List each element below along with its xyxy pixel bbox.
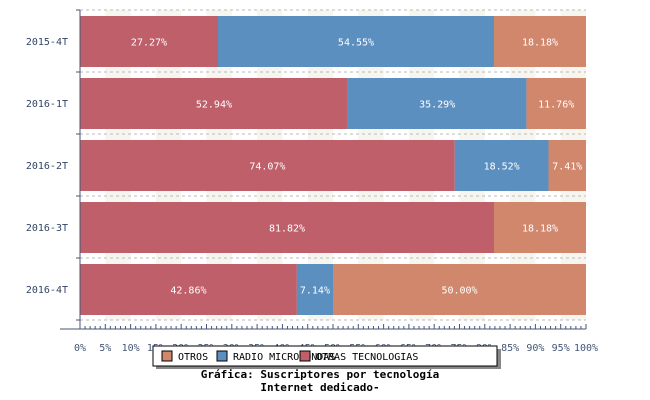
bar-segment xyxy=(80,264,297,315)
bar-segment xyxy=(80,78,348,129)
legend-label: RADIO MICRO-ONDAS xyxy=(233,352,335,363)
x-tick-label: 95% xyxy=(552,343,570,354)
x-tick-label: 85% xyxy=(501,343,519,354)
chart-title: Gráfica: Suscriptores por tecnología xyxy=(201,368,439,381)
bar-segment xyxy=(347,78,527,129)
legend-swatch xyxy=(161,350,173,362)
data-label: 27.27% xyxy=(131,38,167,49)
category-label: 2016-4T xyxy=(26,285,68,296)
data-label: 74.07% xyxy=(249,162,285,173)
bar-segment xyxy=(454,140,549,191)
data-label: 7.41% xyxy=(552,162,582,173)
data-label: 42.86% xyxy=(170,286,206,297)
data-label: 18.18% xyxy=(522,38,558,49)
category-label: 2016-1T xyxy=(26,99,68,110)
bar-segment xyxy=(80,202,495,253)
legend-swatch xyxy=(216,350,228,362)
data-label: 18.52% xyxy=(484,162,520,173)
bar-segment xyxy=(494,202,586,253)
data-label: 18.18% xyxy=(522,224,558,235)
x-tick-label: 100% xyxy=(574,343,598,354)
data-label: 50.00% xyxy=(441,286,477,297)
x-tick-label: 0% xyxy=(74,343,86,354)
data-label: 52.94% xyxy=(196,100,232,111)
data-label: 54.55% xyxy=(338,38,374,49)
category-label: 2016-3T xyxy=(26,223,68,234)
legend-label: OTRAS TECNOLOGIAS xyxy=(316,352,418,363)
chart-subtitle: Internet dedicado- xyxy=(260,381,379,394)
bar-segment xyxy=(296,264,333,315)
data-label: 11.76% xyxy=(538,100,574,111)
x-tick-label: 10% xyxy=(122,343,140,354)
data-label: 35.29% xyxy=(419,100,455,111)
legend xyxy=(152,345,498,367)
bar-segment xyxy=(217,16,495,67)
data-label: 7.14% xyxy=(300,286,330,297)
x-tick-label: 5% xyxy=(99,343,111,354)
bar-segment xyxy=(80,140,455,191)
legend-swatch xyxy=(299,350,311,362)
category-label: 2015-4T xyxy=(26,37,68,48)
bar-segment xyxy=(333,264,586,315)
x-tick-label: 90% xyxy=(526,343,544,354)
bar-segment xyxy=(526,78,586,129)
legend-label: OTROS xyxy=(178,352,208,363)
data-label: 81.82% xyxy=(269,224,305,235)
category-label: 2016-2T xyxy=(26,161,68,172)
bar-segment xyxy=(548,140,586,191)
bar-segment xyxy=(80,16,218,67)
bar-segment xyxy=(494,16,586,67)
